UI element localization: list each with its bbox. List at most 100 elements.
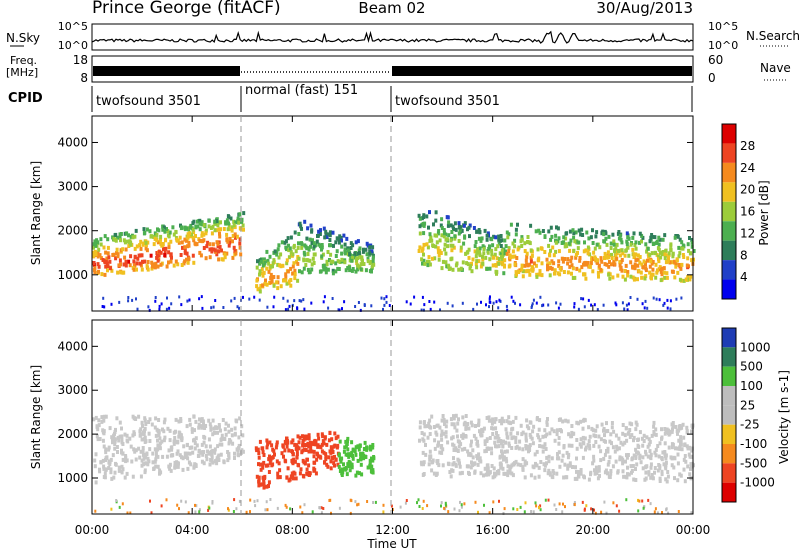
scatter-cell	[470, 439, 473, 444]
scatter-cell	[119, 262, 122, 267]
scatter-cell	[222, 227, 226, 231]
scatter-cell	[158, 307, 161, 311]
scatter-cell	[594, 428, 598, 433]
scatter-cell	[174, 229, 178, 234]
scatter-cell	[610, 421, 614, 425]
scatter-cell	[334, 269, 338, 274]
scatter-cell	[333, 463, 336, 468]
scatter-cell	[114, 427, 117, 432]
scatter-cell	[216, 430, 219, 435]
scatter-cell	[223, 437, 227, 441]
scatter-cell	[351, 243, 355, 248]
scatter-cell	[141, 424, 144, 429]
scatter-cell	[168, 466, 172, 471]
scatter-cell	[370, 469, 374, 474]
scatter-cell	[692, 249, 696, 253]
scatter-cell	[308, 258, 312, 263]
scatter-cell	[651, 476, 655, 481]
scatter-cell	[462, 223, 466, 228]
scatter-cell	[229, 216, 233, 221]
scatter-cell	[289, 235, 293, 240]
scatter-cell	[583, 436, 587, 441]
scatter-cell	[452, 414, 455, 419]
scatter-cell	[163, 435, 167, 440]
scatter-cell	[140, 463, 144, 468]
scatter-cell	[688, 454, 692, 459]
scatter-cell	[135, 244, 139, 249]
scatter-cell	[222, 306, 225, 309]
scatter-cell	[618, 263, 622, 268]
scatter-cell	[435, 432, 439, 437]
scatter-cell	[371, 445, 375, 450]
freq-label-line2: [MHz]	[6, 66, 38, 79]
scatter-cell	[437, 440, 440, 445]
scatter-cell	[320, 506, 323, 510]
cpid-segment-1: twofsound 3501	[96, 94, 201, 109]
scatter-cell	[296, 306, 299, 310]
scatter-cell	[648, 270, 652, 275]
scatter-cell	[426, 245, 430, 250]
scatter-cell	[161, 224, 165, 229]
scatter-cell	[663, 256, 667, 261]
scatter-cell	[481, 244, 485, 249]
colorbar-tick-label: 20	[740, 183, 755, 197]
scatter-cell	[492, 234, 496, 239]
scatter-cell	[237, 435, 241, 440]
scatter-cell	[310, 449, 314, 454]
scatter-cell	[362, 247, 365, 252]
scatter-cell	[642, 439, 646, 443]
scatter-cell	[549, 248, 552, 253]
scatter-cell	[92, 254, 95, 259]
scatter-cell	[279, 284, 283, 289]
scatter-cell	[485, 469, 489, 474]
scatter-cell	[353, 251, 357, 256]
scatter-cell	[503, 258, 507, 263]
scatter-cell	[427, 225, 430, 230]
scatter-cell	[440, 501, 443, 505]
scatter-cell	[331, 456, 334, 461]
scatter-cell	[170, 302, 173, 306]
scatter-cell	[664, 260, 668, 265]
scatter-cell	[156, 264, 160, 269]
scatter-cell	[162, 429, 166, 434]
scatter-cell	[665, 479, 669, 484]
scatter-cell	[516, 462, 520, 467]
scatter-cell	[149, 253, 153, 258]
scatter-cell	[492, 255, 495, 260]
scatter-cell	[286, 299, 289, 303]
scatter-cell	[433, 233, 437, 238]
scatter-cell	[688, 277, 692, 282]
scatter-cell	[343, 247, 347, 252]
scatter-cell	[138, 243, 142, 248]
scatter-cell	[449, 243, 453, 248]
scatter-cell	[612, 242, 616, 247]
scatter-cell	[656, 246, 660, 251]
scatter-cell	[192, 465, 196, 470]
scatter-cell	[145, 264, 149, 269]
scatter-cell	[646, 246, 650, 251]
scatter-cell	[531, 304, 533, 308]
scatter-cell	[276, 286, 280, 291]
scatter-cell	[553, 271, 556, 276]
scatter-cell	[654, 427, 658, 432]
scatter-cell	[567, 432, 571, 437]
scatter-cell	[105, 455, 109, 460]
scatter-cell	[444, 260, 448, 265]
scatter-cell	[138, 253, 142, 258]
scatter-cell	[605, 242, 609, 247]
scatter-cell	[180, 499, 183, 503]
scatter-cell	[550, 259, 554, 264]
scatter-cell	[649, 452, 653, 457]
scatter-cell	[316, 234, 319, 238]
scatter-cell	[209, 457, 213, 462]
x-tick-label: 04:00	[175, 523, 210, 537]
scatter-cell	[663, 301, 666, 305]
scatter-cell	[669, 455, 673, 460]
scatter-cell	[667, 445, 671, 450]
scatter-cell	[575, 446, 579, 451]
scatter-cell	[191, 221, 195, 226]
scatter-cell	[653, 250, 657, 255]
scatter-cell	[609, 469, 613, 473]
scatter-cell	[641, 265, 645, 270]
scatter-cell	[166, 233, 170, 238]
